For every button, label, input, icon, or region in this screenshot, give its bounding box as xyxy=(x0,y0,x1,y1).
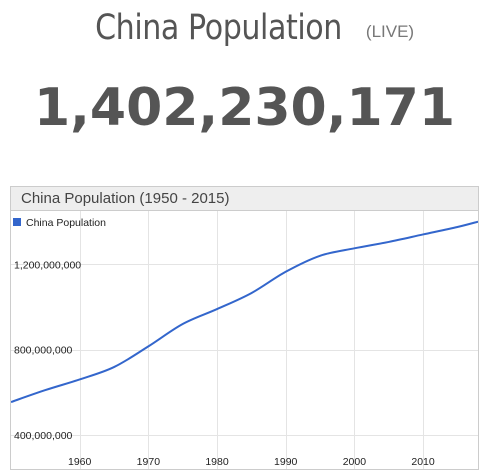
legend-label: China Population xyxy=(26,217,106,229)
y-tick-label: 400,000,000 xyxy=(14,430,73,442)
chart-title: China Population (1950 - 2015) xyxy=(21,190,230,207)
y-tick-label: 1,200,000,000 xyxy=(14,259,81,271)
live-badge: (LIVE) xyxy=(365,22,415,41)
legend-swatch xyxy=(13,218,21,226)
live-population-counter: 1,402,230,171 xyxy=(33,78,456,138)
x-tick-label: 2010 xyxy=(411,456,435,468)
x-tick-label: 1970 xyxy=(137,456,161,468)
series-line xyxy=(11,220,478,403)
chart-panel: China Population (1950 - 2015) 400,000,0… xyxy=(10,186,479,470)
x-tick-label: 1990 xyxy=(274,456,298,468)
x-tick-label: 2000 xyxy=(343,456,367,468)
line-chart: 400,000,000 800,000,000 1,200,000,000 1960 1… xyxy=(11,211,478,469)
page-title-row: China Population (LIVE) xyxy=(0,8,489,48)
x-tick-label: 1980 xyxy=(205,456,229,468)
chart-header: China Population (1950 - 2015) xyxy=(11,187,478,211)
x-tick-label: 1960 xyxy=(68,456,92,468)
y-tick-label: 800,000,000 xyxy=(14,345,73,357)
page-title: China Population xyxy=(94,8,342,48)
